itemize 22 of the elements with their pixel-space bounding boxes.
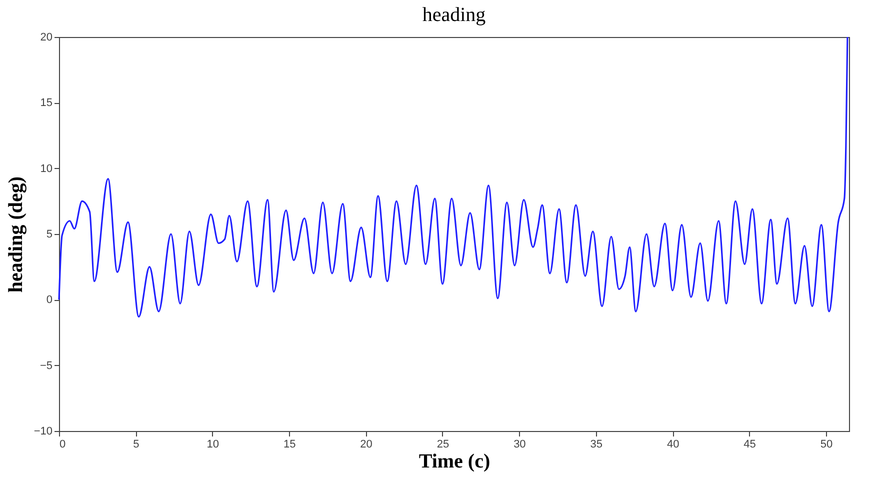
x-tick-label: 5 bbox=[133, 438, 140, 450]
x-tick-label: 50 bbox=[820, 438, 833, 450]
x-tick-label: 10 bbox=[206, 438, 220, 450]
x-tick-label: 40 bbox=[666, 438, 680, 450]
x-tick-label: 25 bbox=[436, 438, 450, 450]
y-tick-label: 10 bbox=[40, 162, 52, 175]
x-tick-label: 20 bbox=[360, 438, 372, 450]
x-tick-label: 15 bbox=[283, 438, 296, 450]
y-tick-label: −10 bbox=[34, 426, 52, 438]
line-series bbox=[58, 36, 848, 318]
y-tick-label: 5 bbox=[46, 228, 52, 240]
y-tick-label: 20 bbox=[40, 32, 52, 44]
chart-title: heading bbox=[422, 4, 486, 26]
x-tick-label: 45 bbox=[744, 438, 756, 450]
y-axis-title: heading (deg) bbox=[4, 176, 27, 293]
y-tick-label: 15 bbox=[40, 97, 52, 110]
x-axis-title: Time (c) bbox=[418, 450, 490, 472]
x-tick-label: 0 bbox=[60, 438, 66, 450]
x-tick-label: 30 bbox=[514, 438, 526, 450]
y-tick-label: 0 bbox=[46, 294, 52, 306]
x-tick-label: 35 bbox=[590, 438, 603, 450]
y-tick-label: −5 bbox=[40, 360, 52, 372]
